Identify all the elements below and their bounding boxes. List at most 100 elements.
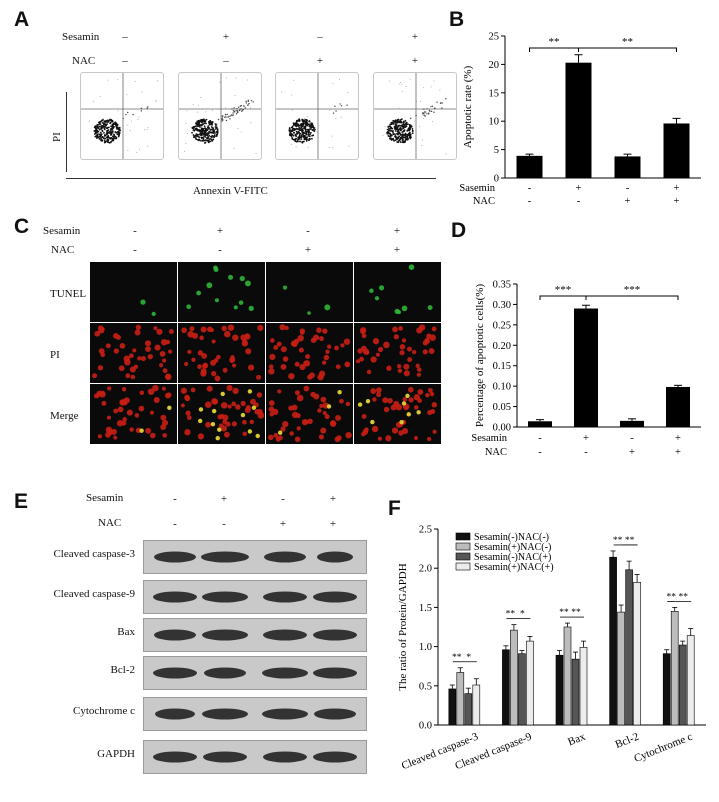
significance-label: **: [559, 608, 569, 618]
cell-event-dot: [207, 125, 210, 127]
cell-event-dot: [191, 131, 193, 134]
cell-event-dot: [197, 125, 200, 128]
western-blot-strip: [143, 618, 367, 652]
cell-event-dot: [111, 135, 114, 138]
cell-event-dot: [206, 136, 208, 139]
nac-axis-label: NAC: [485, 447, 507, 458]
cell-event-dot: [214, 126, 217, 128]
cell-event-dot: [200, 134, 202, 137]
sesamin-sign: -: [528, 183, 532, 194]
cell-event-dot: [114, 137, 116, 140]
cell-event-dot: [104, 123, 107, 126]
significance-label: *: [520, 610, 525, 620]
pi-stained-nucleus: [361, 413, 367, 419]
pi-stained-nucleus: [121, 387, 127, 392]
apoptotic-event-dot: [424, 111, 426, 113]
flow-x-label: Annexin V-FITC: [193, 185, 268, 197]
pi-stained-nucleus: [363, 427, 369, 433]
cell-event-dot: [196, 138, 199, 141]
cell-event-dot: [109, 137, 112, 139]
apoptotic-event-dot: [232, 112, 234, 114]
pi-stained-nucleus: [165, 339, 171, 345]
nac-sign: -: [538, 447, 542, 458]
cell-event-dot: [390, 123, 393, 126]
cell-event-dot: [395, 137, 398, 140]
pi-stained-nucleus: [279, 324, 286, 331]
microscopy-row-label: TUNEL: [50, 288, 87, 300]
pi-stained-nucleus: [407, 386, 414, 393]
apoptotic-event-dot: [426, 113, 428, 115]
protein-band: [201, 551, 249, 563]
background-event-dot: [219, 81, 221, 83]
microscopy-image: [266, 262, 353, 322]
sesamin-sign: +: [220, 493, 228, 505]
apoptotic-event-dot: [339, 103, 341, 105]
pi-stained-nucleus: [201, 352, 208, 359]
cell-event-dot: [291, 129, 294, 132]
background-event-dot: [200, 96, 202, 98]
tunel-positive-cell: [282, 285, 288, 290]
pi-stained-nucleus: [129, 353, 134, 359]
background-event-dot: [340, 116, 342, 118]
protein-band: [202, 591, 248, 603]
cell-event-dot: [212, 131, 215, 134]
cell-event-dot: [109, 141, 112, 144]
merged-apoptotic-cell: [167, 405, 172, 410]
apoptotic-event-dot: [227, 116, 229, 118]
pi-stained-nucleus: [190, 387, 196, 393]
microscopy-svg: [180, 384, 265, 441]
cell-event-dot: [203, 125, 206, 128]
pi-stained-nucleus: [106, 415, 111, 420]
pi-stained-nucleus: [125, 373, 131, 379]
apoptotic-event-dot: [222, 119, 224, 121]
pi-stained-nucleus: [256, 392, 263, 398]
sesamin-axis-label: Sesamin: [471, 433, 507, 444]
cell-event-dot: [392, 137, 395, 140]
pi-stained-nucleus: [162, 358, 167, 363]
cell-event-dot: [409, 127, 411, 130]
pi-stained-nucleus: [310, 337, 317, 344]
cell-event-dot: [105, 127, 108, 129]
panel-label-b: B: [449, 8, 465, 31]
protein-band: [263, 629, 307, 641]
pi-stained-nucleus: [100, 390, 105, 395]
pi-stained-nucleus: [124, 359, 131, 366]
apoptotic-event-dot: [214, 123, 216, 125]
blot-row-label: Bcl-2: [110, 664, 135, 676]
cell-event-dot: [103, 139, 106, 142]
apoptotic-event-dot: [340, 105, 343, 107]
cell-event-dot: [402, 125, 405, 127]
pi-stained-nucleus: [244, 333, 251, 340]
cell-event-dot: [405, 123, 408, 126]
cell-event-dot: [110, 133, 113, 136]
protein-band: [202, 629, 248, 641]
cell-event-dot: [208, 138, 211, 141]
background-event-dot: [147, 145, 149, 147]
nac-sign: –: [223, 55, 229, 67]
pi-stained-nucleus: [327, 344, 332, 349]
cell-event-dot: [196, 133, 199, 136]
cell-event-dot: [298, 126, 301, 129]
cell-event-dot: [106, 140, 109, 143]
background-event-dot: [399, 81, 401, 83]
background-event-dot: [107, 79, 109, 81]
cell-event-dot: [307, 133, 310, 136]
pi-stained-nucleus: [216, 354, 221, 360]
apoptotic-event-dot: [240, 108, 242, 110]
pi-stained-nucleus: [318, 370, 326, 378]
pi-stained-nucleus: [132, 348, 137, 353]
merged-apoptotic-cell: [370, 419, 375, 425]
cell-event-dot: [297, 119, 299, 122]
pi-stained-nucleus: [398, 326, 403, 331]
pi-stained-nucleus: [295, 413, 301, 419]
merged-apoptotic-cell: [251, 405, 257, 410]
cell-event-dot: [295, 137, 298, 140]
cell-event-dot: [210, 131, 213, 134]
cell-event-dot: [402, 130, 405, 133]
background-event-dot: [147, 127, 149, 129]
merged-apoptotic-cell: [406, 412, 411, 417]
cell-event-dot: [94, 125, 97, 128]
pi-stained-nucleus: [386, 365, 392, 371]
apoptotic-event-dot: [433, 111, 435, 113]
pi-stained-nucleus: [427, 436, 432, 442]
